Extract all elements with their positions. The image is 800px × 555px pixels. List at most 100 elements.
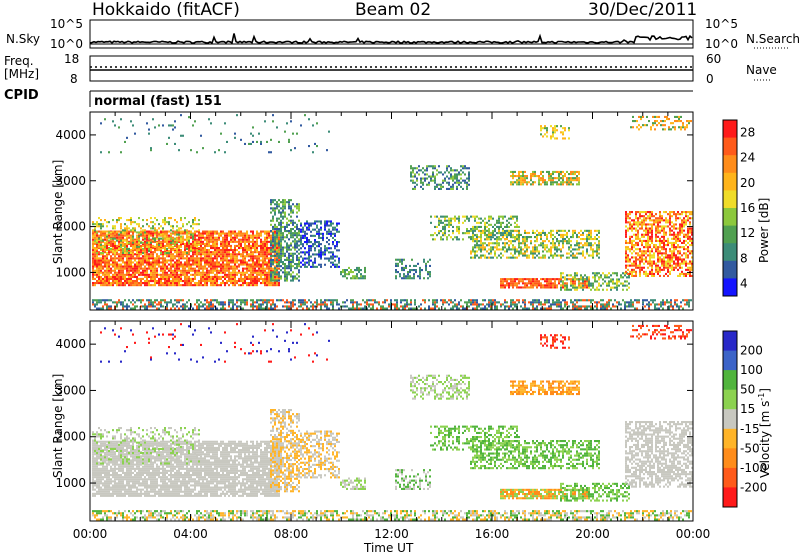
power-cell xyxy=(150,231,152,233)
power-cell xyxy=(238,247,240,249)
power-cell xyxy=(186,284,188,286)
power-cell xyxy=(500,216,502,218)
power-cell xyxy=(306,223,308,225)
power-cell xyxy=(198,282,200,284)
power-cell xyxy=(220,253,222,255)
power-cell xyxy=(550,234,552,236)
power-cell xyxy=(106,276,108,278)
power-cell xyxy=(356,269,358,271)
power-cell xyxy=(586,250,588,252)
power-cell xyxy=(260,241,262,243)
power-cell xyxy=(276,265,278,267)
power-cell xyxy=(304,264,306,266)
power-cell xyxy=(504,234,506,236)
power-cell xyxy=(410,173,412,175)
power-cell xyxy=(300,266,302,268)
power-cell xyxy=(280,259,282,261)
power-cell xyxy=(212,235,214,237)
power-cell xyxy=(112,266,114,268)
power-cell xyxy=(180,251,182,253)
power-cell xyxy=(170,249,172,251)
power-cell xyxy=(92,249,94,251)
power-cell xyxy=(578,183,580,185)
power-cell xyxy=(156,276,158,278)
power-cell xyxy=(148,276,150,278)
power-cell xyxy=(148,250,150,252)
power-cell xyxy=(570,183,572,185)
power-cell xyxy=(428,184,430,186)
power-cell xyxy=(128,268,130,270)
power-cell xyxy=(284,263,286,265)
power-cell xyxy=(635,258,637,260)
power-cell xyxy=(582,255,584,257)
power-cell xyxy=(168,268,170,270)
power-cell xyxy=(214,261,216,263)
power-cell xyxy=(622,289,624,291)
power-cell xyxy=(294,234,296,236)
power-cell xyxy=(661,240,663,242)
power-cell xyxy=(148,264,150,266)
power-cell xyxy=(633,250,635,252)
power-cell xyxy=(208,276,210,278)
power-cell xyxy=(236,235,238,237)
power-cell xyxy=(276,232,278,234)
power-cell xyxy=(178,253,180,255)
power-cell xyxy=(290,255,292,257)
power-cell xyxy=(182,223,184,225)
power-cell xyxy=(96,282,98,284)
power-cell xyxy=(554,236,556,238)
power-cell xyxy=(403,259,405,261)
power-cell xyxy=(220,245,222,247)
power-cell xyxy=(174,251,176,253)
power-cell xyxy=(649,271,651,273)
power-cell xyxy=(655,217,657,219)
power-cell xyxy=(254,272,256,274)
power-cell xyxy=(618,285,620,287)
power-cell xyxy=(304,253,306,255)
power-cell xyxy=(278,282,280,284)
power-cell xyxy=(208,257,210,259)
power-cell xyxy=(629,228,631,230)
power-cell xyxy=(198,261,200,263)
power-cell xyxy=(310,225,312,227)
power-cell xyxy=(136,282,138,284)
power-cell xyxy=(558,278,560,280)
power-cell xyxy=(110,270,112,272)
power-cell xyxy=(397,271,399,273)
power-cell xyxy=(112,219,114,221)
power-cell xyxy=(232,231,234,233)
power-cell xyxy=(647,236,649,238)
power-cell xyxy=(612,283,614,285)
power-cell xyxy=(534,236,536,238)
power-cell xyxy=(286,280,288,282)
power-cell xyxy=(472,216,474,218)
power-cell xyxy=(180,280,182,282)
power-cell xyxy=(128,235,130,237)
power-cell xyxy=(190,282,192,284)
power-cell xyxy=(98,280,100,282)
power-cell xyxy=(424,178,426,180)
power-cell xyxy=(266,272,268,274)
power-cell xyxy=(238,266,240,268)
power-cell xyxy=(508,286,510,288)
power-cell xyxy=(152,274,154,276)
power-cell xyxy=(510,257,512,259)
power-cell xyxy=(260,268,262,270)
power-cell xyxy=(270,251,272,253)
power-cell xyxy=(124,252,126,254)
power-cell xyxy=(472,257,474,259)
power-cell xyxy=(290,209,292,211)
power-cell xyxy=(428,165,430,167)
power-cell xyxy=(598,240,600,242)
power-cell xyxy=(166,221,168,223)
power-cell xyxy=(106,284,108,286)
power-cell xyxy=(542,255,544,257)
power-cell xyxy=(296,245,298,247)
power-cell xyxy=(300,251,302,253)
power-cell xyxy=(196,266,198,268)
power-cell xyxy=(466,228,468,230)
power-cell xyxy=(526,240,528,242)
power-cell xyxy=(130,264,132,266)
power-cell xyxy=(458,232,460,234)
power-cell xyxy=(364,277,366,279)
